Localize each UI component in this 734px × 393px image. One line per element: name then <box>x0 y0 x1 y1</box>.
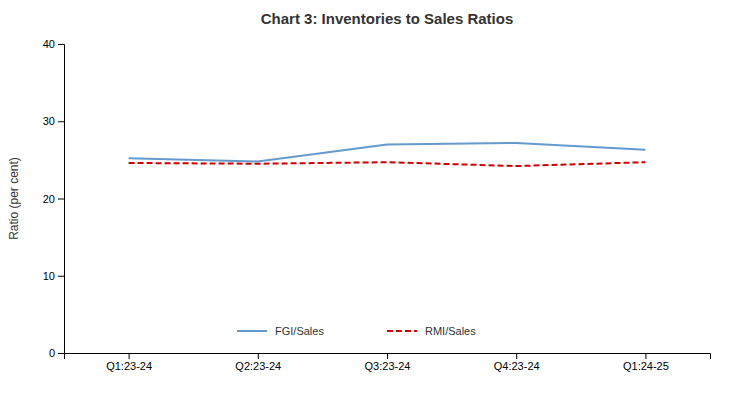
y-tick-mark <box>58 199 64 200</box>
x-tick-label: Q2:23-24 <box>235 360 281 372</box>
y-tick: 30 <box>43 115 64 127</box>
y-axis-title: Ratio (per cent) <box>7 157 21 240</box>
y-tick: 0 <box>49 347 64 359</box>
series-line <box>129 143 646 162</box>
x-tick-mark <box>516 353 517 359</box>
plot-area: 0 10 20 30 40 Q1:23-24 Q2:23-24 Q3:23-24 Q4:23-2… <box>43 38 711 372</box>
x-tick-mark <box>645 353 646 359</box>
y-tick-label: 10 <box>43 270 55 282</box>
series-line <box>129 162 646 166</box>
x-tick: Q1:24-25 <box>623 353 669 372</box>
x-axis-line <box>65 354 711 360</box>
x-tick-mark <box>387 353 388 359</box>
legend-swatch <box>387 330 417 332</box>
legend-item: RMI/Sales <box>387 325 476 337</box>
y-tick-label: 30 <box>43 115 55 127</box>
x-tick-label: Q1:24-25 <box>623 360 669 372</box>
y-tick-label: 40 <box>43 38 55 50</box>
y-tick-mark <box>58 44 64 45</box>
legend-label: FGI/Sales <box>275 325 324 337</box>
lines <box>129 143 646 166</box>
y-tick: 10 <box>43 270 64 282</box>
y-tick-mark <box>58 121 64 122</box>
y-tick: 40 <box>43 38 64 50</box>
y-axis: 0 10 20 30 40 <box>43 38 65 359</box>
title: Chart 3: Inventories to Sales Ratios <box>261 10 514 27</box>
legend-item: FGI/Sales <box>237 325 324 337</box>
x-tick: Q1:23-24 <box>106 353 152 372</box>
y-tick: 20 <box>43 193 64 205</box>
x-tick-label: Q1:23-24 <box>106 360 152 372</box>
chart: 0 10 20 30 40 Q1:23-24 Q2:23-24 Q3:23-24 Q4:23-2… <box>0 0 734 393</box>
y-tick-label: 20 <box>43 193 55 205</box>
y-tick-mark <box>58 353 64 354</box>
x-tick-label: Q3:23-24 <box>365 360 411 372</box>
y-tick-mark <box>58 276 64 277</box>
x-axis: Q1:23-24 Q2:23-24 Q3:23-24 Q4:23-24 Q1:24-25 <box>65 353 711 372</box>
x-tick: Q4:23-24 <box>494 353 540 372</box>
x-tick: Q2:23-24 <box>235 353 281 372</box>
legend-label: RMI/Sales <box>425 325 476 337</box>
x-tick: Q3:23-24 <box>365 353 411 372</box>
x-tick-mark <box>129 353 130 359</box>
y-axis-line <box>58 45 65 354</box>
x-tick-mark <box>258 353 259 359</box>
y-tick-label: 0 <box>49 347 55 359</box>
legend: FGI/Sales RMI/Sales <box>237 325 476 337</box>
x-tick-label: Q4:23-24 <box>494 360 540 372</box>
legend-swatch <box>237 330 267 332</box>
